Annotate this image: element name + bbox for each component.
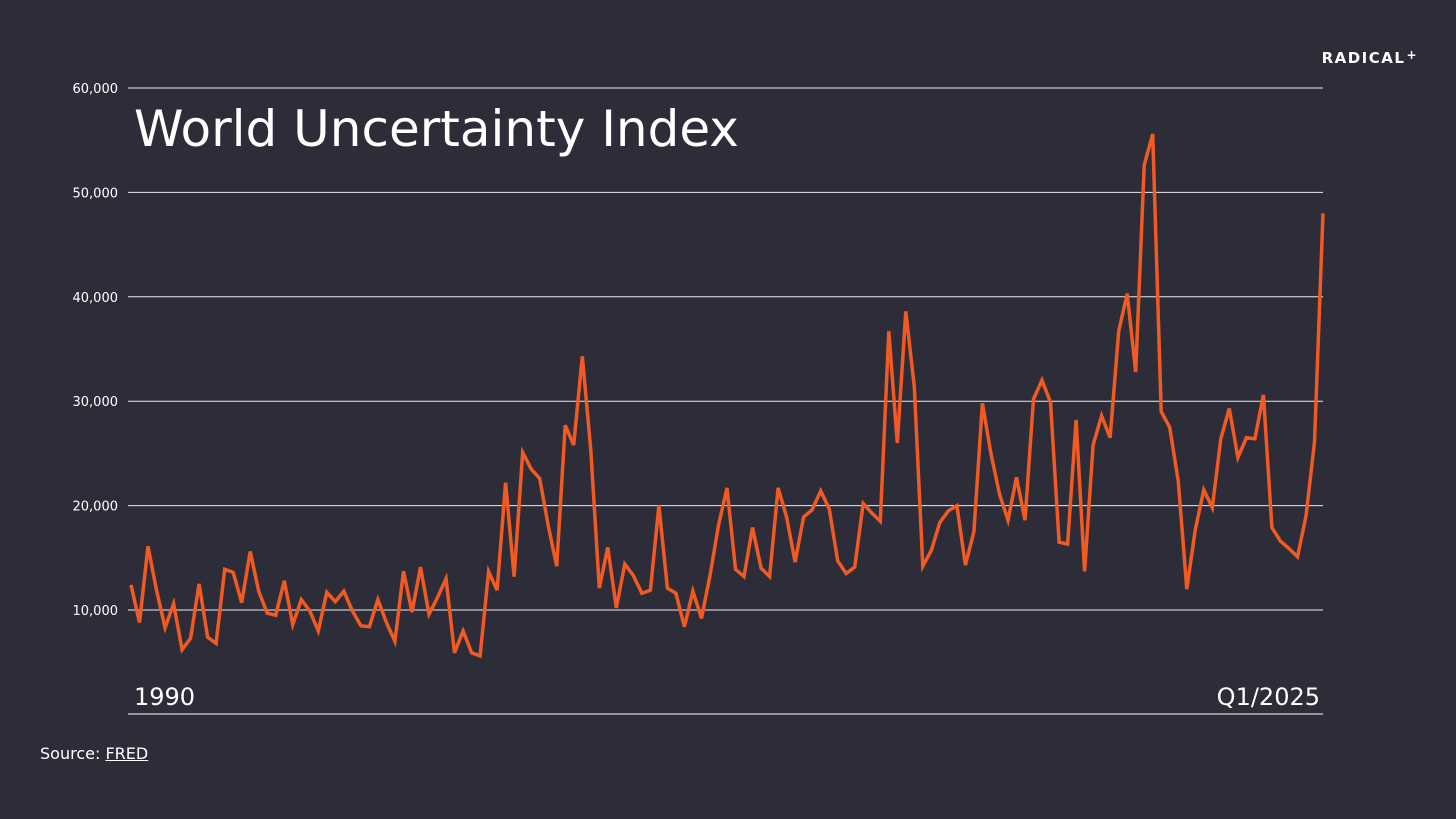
y-tick-label: 40,000	[73, 291, 119, 306]
y-tick-labels: 10,000 20,000 30,000 40,000 50,000 60,000	[73, 82, 119, 619]
brand-logo: RADICAL+	[1322, 48, 1418, 67]
y-tick-label: 20,000	[73, 500, 119, 515]
x-axis-end-label: Q1/2025	[1217, 683, 1320, 711]
y-tick-label: 30,000	[73, 395, 119, 410]
y-tick-label: 60,000	[73, 82, 119, 97]
x-axis-start-label: 1990	[134, 683, 195, 711]
chart-title: World Uncertainty Index	[134, 100, 739, 158]
source-link[interactable]: FRED	[105, 744, 149, 763]
gridlines	[128, 87, 1323, 611]
series-line	[129, 133, 1325, 659]
source-note: Source: FRED	[40, 744, 148, 763]
source-label: Source:	[40, 744, 101, 763]
y-tick-label: 50,000	[73, 186, 119, 201]
brand-mark-icon: +	[1406, 48, 1418, 62]
brand-name: RADICAL	[1321, 49, 1406, 67]
y-tick-label: 10,000	[73, 604, 119, 619]
series-group	[129, 133, 1325, 659]
